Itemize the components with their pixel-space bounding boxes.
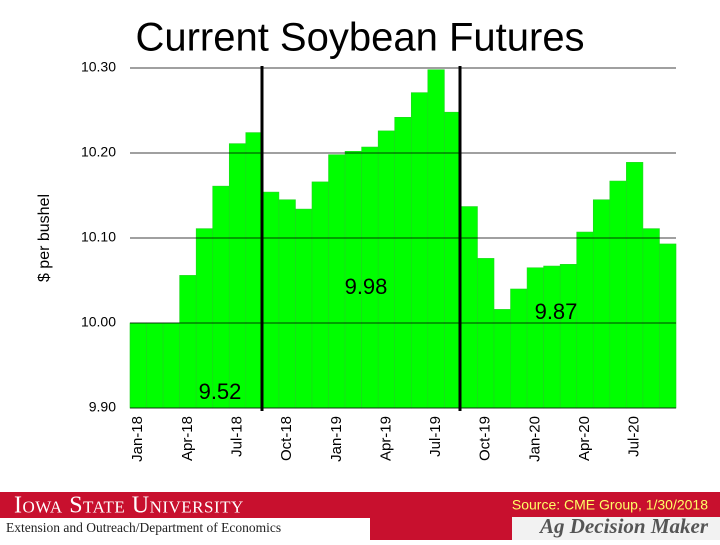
y-tick-label: 10.10 (81, 229, 116, 245)
bar (559, 264, 578, 409)
bar (179, 275, 197, 409)
brand-name: Ag Decision Maker (538, 514, 709, 538)
bar (212, 185, 230, 409)
x-tick-label: Jan-18 (129, 416, 146, 462)
x-tick-label: Jul-18 (229, 416, 246, 457)
bar (659, 243, 677, 409)
bar (162, 322, 180, 409)
bar (493, 309, 511, 409)
x-tick-label: Jul-19 (427, 416, 444, 457)
y-tick-label: 10.00 (81, 314, 116, 330)
bar (146, 322, 164, 409)
x-tick-label: Apr-19 (377, 416, 394, 461)
x-tick-label: Jul-20 (626, 416, 643, 457)
footer-left-panel (0, 518, 370, 540)
y-tick-label: 10.20 (81, 144, 116, 160)
bar (262, 191, 280, 409)
bar (377, 130, 396, 409)
footer-right-panel (512, 517, 720, 540)
x-tick-label: Jan-20 (526, 416, 543, 462)
x-tick-label: Jan-19 (328, 416, 345, 462)
bar (129, 322, 147, 409)
bar (626, 162, 644, 409)
bar (394, 117, 412, 409)
y-tick-label: 9.90 (89, 399, 116, 415)
bar (526, 267, 544, 409)
bar (228, 143, 247, 409)
department-name: Extension and Outreach/Department of Eco… (6, 520, 281, 535)
bar (460, 206, 478, 409)
y-axis-label: $ per bushel (36, 194, 53, 282)
bar (576, 231, 594, 409)
bar (543, 265, 561, 409)
annotation: 9.98 (345, 274, 388, 299)
bar (592, 199, 611, 409)
bar (328, 154, 346, 409)
bar (245, 132, 263, 409)
x-tick-label: Oct-19 (477, 416, 494, 461)
bar (444, 111, 462, 409)
bar (295, 208, 313, 409)
footer: Iowa State University Extension and Outr… (0, 492, 720, 540)
bar (311, 181, 329, 409)
chart-title: Current Soybean Futures (135, 16, 584, 60)
annotation: 9.52 (199, 379, 242, 404)
bar (278, 199, 296, 409)
y-tick-label: 10.30 (81, 59, 116, 75)
bar (410, 92, 429, 409)
annotation: 9.87 (535, 299, 578, 324)
bar (642, 228, 660, 409)
x-tick-label: Oct-18 (278, 416, 295, 461)
x-tick-label: Apr-20 (576, 416, 593, 461)
source-note: Source: CME Group, 1/30/2018 (512, 497, 708, 513)
bar (510, 288, 528, 409)
university-name: Iowa State University (14, 493, 244, 519)
plot-area: 9.90 10.00 10.10 10.20 10.30 Jan-18 Apr-18 Jul-… (81, 59, 677, 462)
bar (427, 69, 445, 409)
x-tick-label: Apr-18 (179, 416, 196, 461)
bar (477, 258, 495, 409)
bar (609, 180, 627, 409)
